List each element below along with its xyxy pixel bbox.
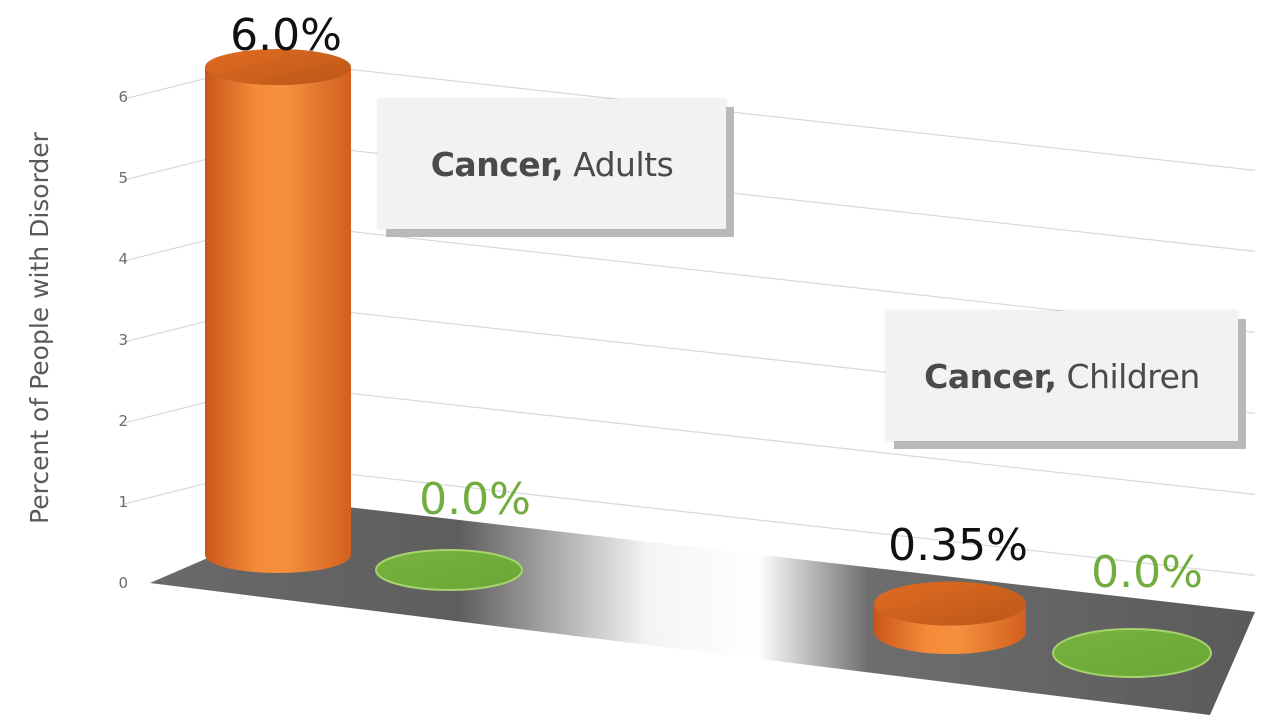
grid-line (274, 384, 1256, 495)
bars (205, 49, 1212, 678)
y-tick-label: 5 (118, 169, 128, 187)
data-label: 0.35% (888, 520, 1028, 571)
bar-disc (1052, 628, 1212, 678)
category-label-children-bold: Cancer, (924, 356, 1057, 396)
bar-body (205, 67, 351, 573)
grid-line (274, 465, 1256, 576)
category-label-children: Cancer, Children (886, 311, 1238, 441)
y-tick-label: 1 (118, 493, 128, 511)
bar-green-0 (375, 549, 523, 591)
y-tick-label: 2 (118, 412, 128, 430)
bar-orange-1 (874, 581, 1026, 654)
bar-top (874, 581, 1026, 626)
y-axis-label: Percent of People with Disorder (25, 131, 54, 524)
bar-orange-0 (205, 49, 351, 573)
y-tick-label: 6 (118, 88, 128, 106)
data-label: 0.0% (419, 474, 531, 525)
category-label-adults-bold: Cancer, (430, 144, 564, 184)
category-label-adults-rest: Adults (573, 144, 674, 184)
bar-disc (375, 549, 523, 591)
grid-line (274, 60, 1256, 171)
category-label-adults: Cancer, Adults (378, 99, 726, 229)
y-tick-label: 3 (118, 331, 128, 349)
y-tick-label: 0 (118, 574, 128, 592)
bar-top (205, 49, 351, 86)
y-axis-ticks: 0 1 2 3 4 5 6 (118, 88, 128, 592)
data-label: 6.0% (230, 10, 342, 61)
y-tick-label: 4 (118, 250, 128, 268)
data-label: 0.0% (1091, 547, 1203, 598)
category-label-children-rest: Children (1066, 356, 1201, 396)
data-labels: 6.0% 0.0% 0.35% 0.0% (230, 10, 1203, 598)
bar-green-1 (1052, 628, 1212, 678)
